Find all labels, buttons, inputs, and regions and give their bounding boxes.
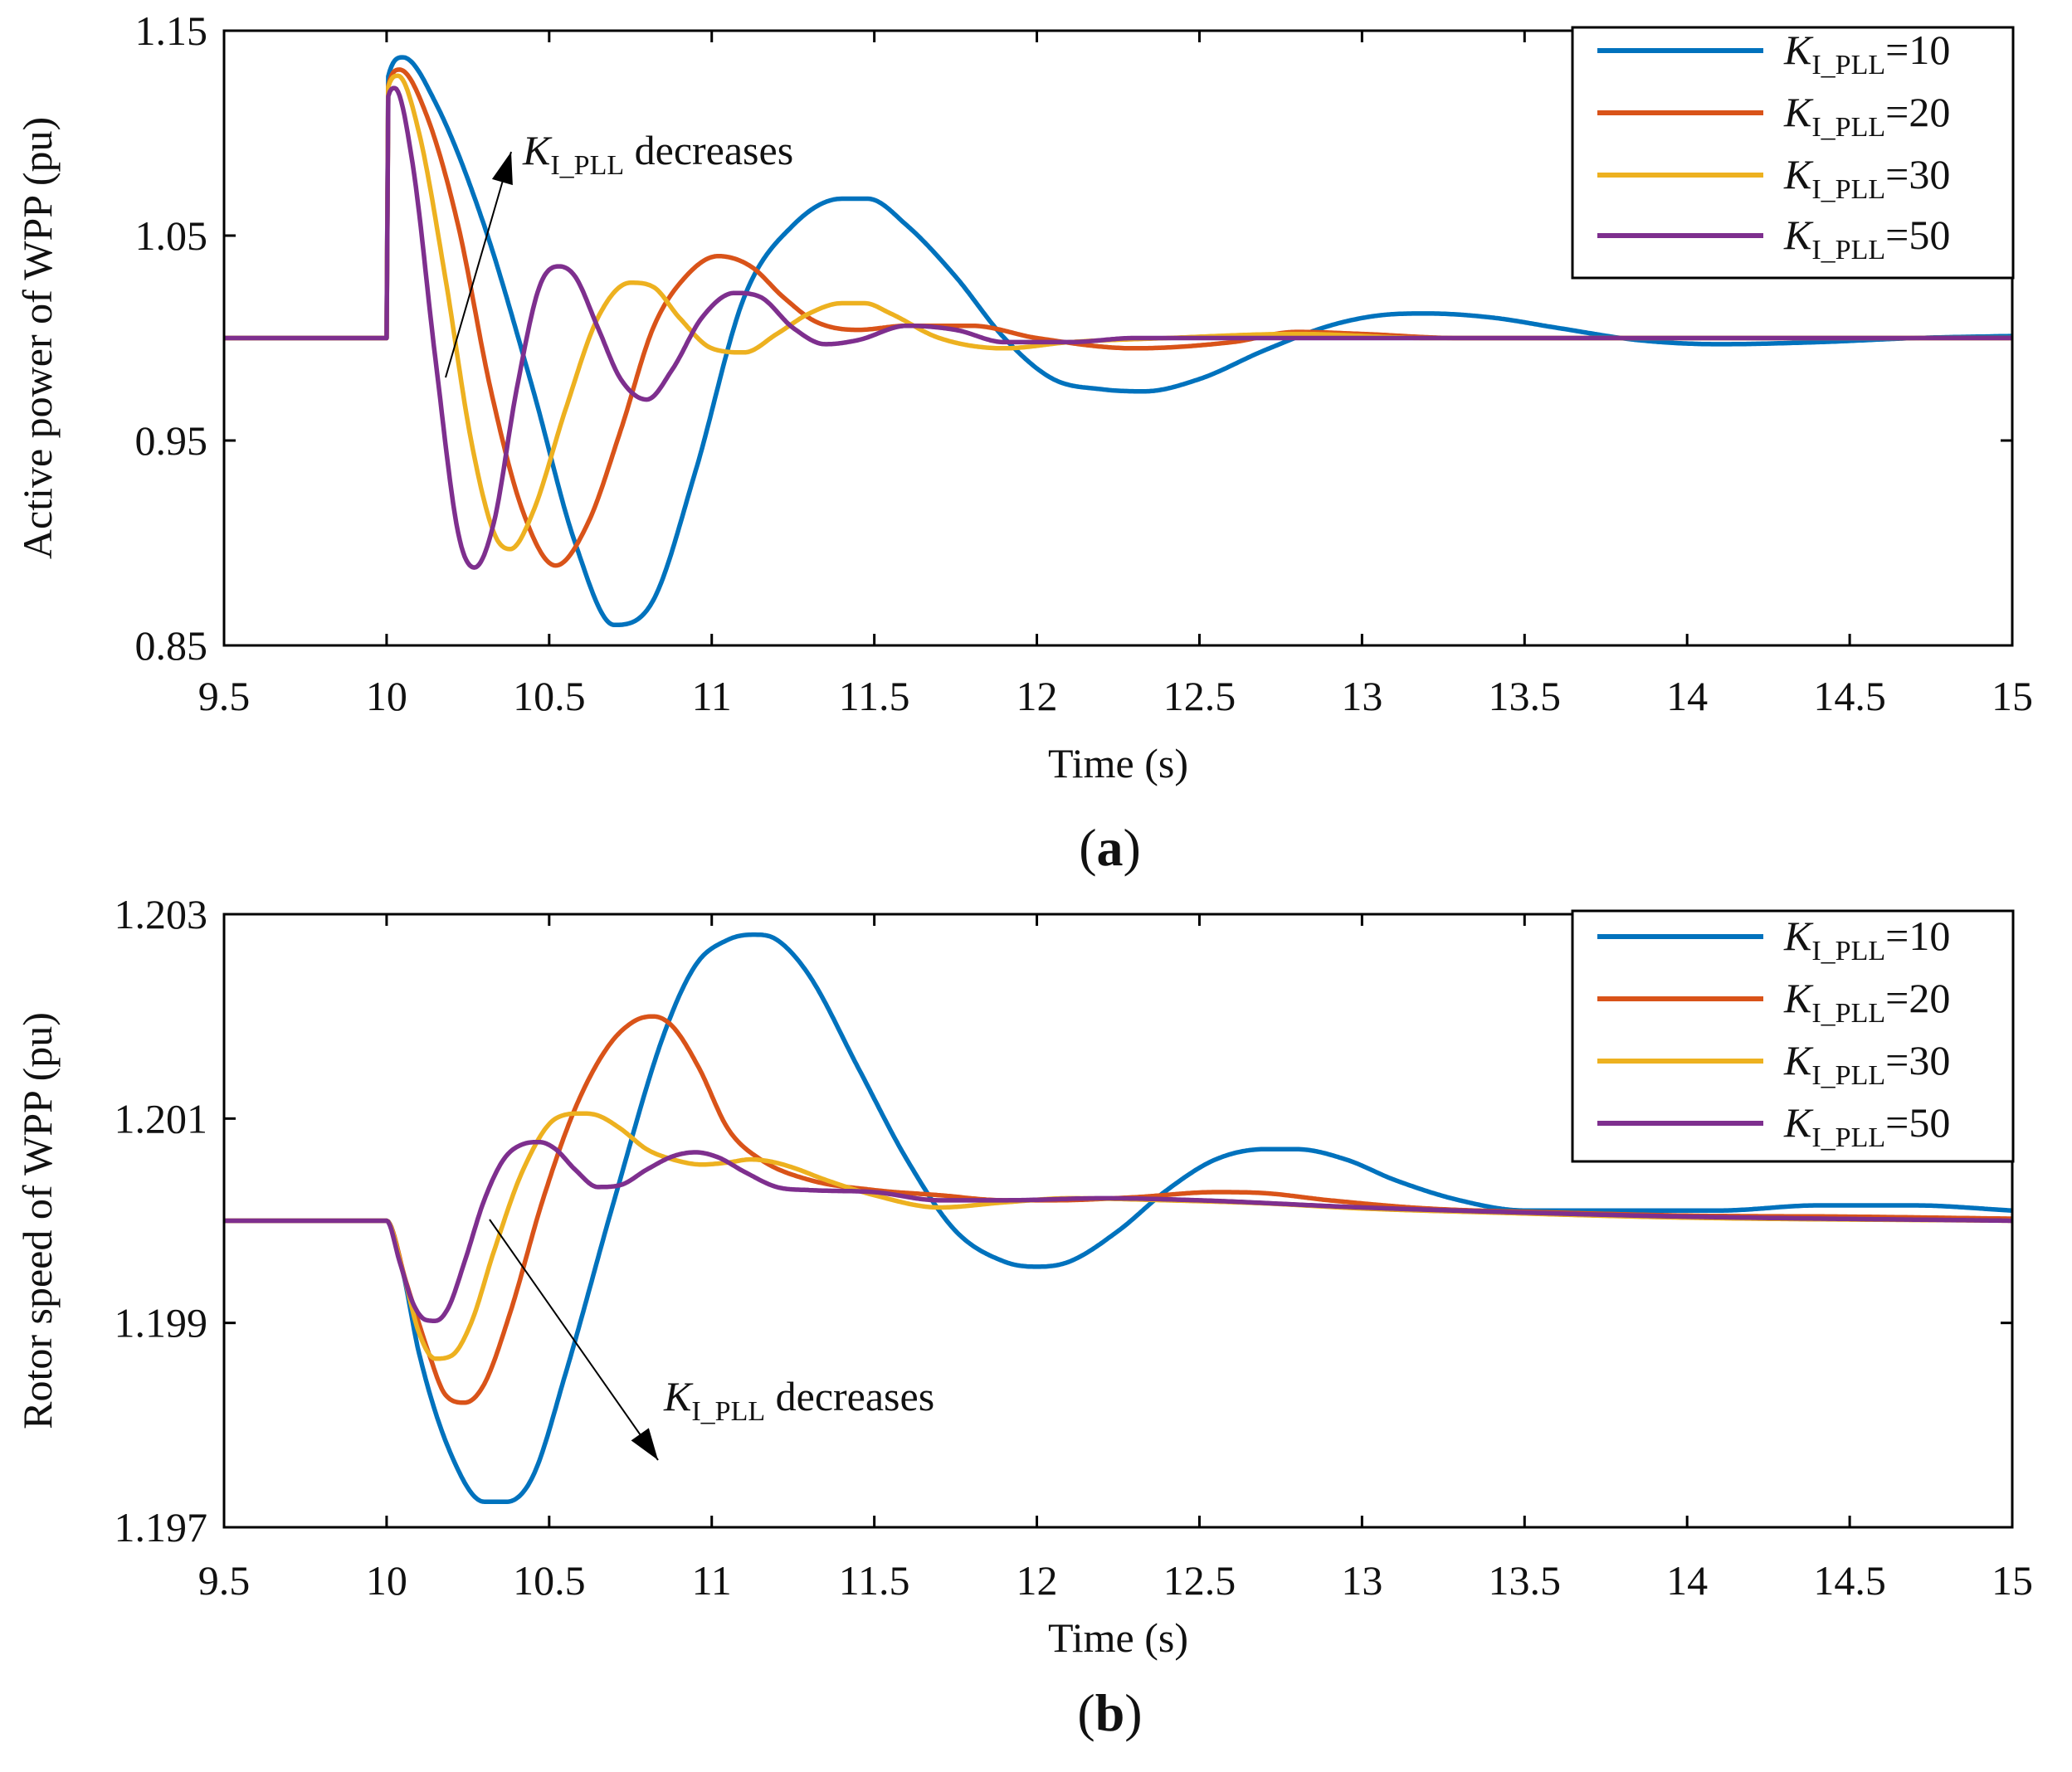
x-axis-label: Time (s) (1048, 740, 1188, 786)
y-tick-label: 1.201 (115, 1095, 208, 1142)
legend-subscript: I_PLL (1811, 235, 1885, 265)
annotation-arrow (445, 151, 513, 378)
x-tick-label: 15 (1992, 673, 2033, 719)
x-tick-label: 13.5 (1489, 673, 1562, 719)
x-axis-label: Time (s) (1048, 1614, 1188, 1661)
legend-k: K (1783, 89, 1814, 135)
chart-panel-b: 9.5 10 10.5 11 11.5 12 12.5 13 13.5 14 14.5 15 1.197… (14, 891, 2033, 1742)
legend-subscript: I_PLL (1811, 936, 1885, 966)
x-tick-label: 12 (1016, 673, 1058, 719)
plot-area-frame (222, 29, 2014, 647)
legend-subscript: I_PLL (1811, 50, 1885, 80)
y-tick-label: 0.95 (135, 417, 208, 464)
legend-entry: KI_PLL=20 (1783, 89, 1950, 143)
series-line-kipll50 (224, 1139, 2012, 1323)
legend-subscript: I_PLL (1811, 1060, 1885, 1091)
legend-entry: KI_PLL=10 (1783, 913, 1950, 966)
legend-entry: KI_PLL=50 (1783, 212, 1950, 265)
annotation-text: KI_PLL decreases (663, 1373, 934, 1427)
legend-value: =10 (1885, 913, 1950, 959)
legend-value: =20 (1885, 89, 1950, 135)
y-tick-label: 1.203 (115, 891, 208, 937)
plot-area-frame (222, 913, 2014, 1529)
legend-entry: KI_PLL=50 (1783, 1099, 1950, 1153)
legend-subscript: I_PLL (1811, 112, 1885, 143)
legend-k: K (1783, 151, 1814, 197)
legend-k: K (1783, 27, 1814, 73)
legend-subscript: I_PLL (1811, 1122, 1885, 1153)
legend-entry: KI_PLL=20 (1783, 975, 1950, 1029)
series-line-kipll10 (224, 932, 2012, 1504)
y-tick-label: 1.05 (135, 212, 208, 259)
x-tick-label: 14 (1666, 1557, 1708, 1604)
x-tick-label: 12.5 (1163, 1557, 1236, 1604)
x-tick-label: 10.5 (513, 673, 586, 719)
legend-k: K (1783, 1037, 1814, 1083)
arrow-head (631, 1428, 658, 1460)
x-tick-label: 14.5 (1813, 673, 1886, 719)
legend-value: =20 (1885, 975, 1950, 1021)
x-tick-label: 12 (1016, 1557, 1058, 1604)
legend-value: =10 (1885, 27, 1950, 73)
x-tick-label: 15 (1992, 1557, 2033, 1604)
chart-panel-a: 9.5 10 10.5 11 11.5 12 12.5 13 13.5 14 14.5 15 0.85 0… (14, 7, 2033, 877)
legend-value: =30 (1885, 151, 1950, 197)
x-tick-label: 11 (692, 673, 732, 719)
y-tick-label: 1.197 (115, 1504, 208, 1550)
legend-subscript: I_PLL (1811, 998, 1885, 1029)
y-tick-label: 1.15 (135, 7, 208, 54)
x-tick-label: 13.5 (1489, 1557, 1562, 1604)
legend-entry: KI_PLL=10 (1783, 27, 1950, 80)
panel-label: (b) (1077, 1683, 1142, 1742)
annotation-arrow (489, 1219, 659, 1461)
x-tick-label: 14 (1666, 673, 1708, 719)
panel-label: (a) (1079, 818, 1141, 877)
legend-value: =30 (1885, 1037, 1950, 1083)
x-tick-label: 10 (366, 1557, 407, 1604)
annotation-text: KI_PLL decreases (522, 127, 793, 181)
legend-subscript: I_PLL (1811, 174, 1885, 205)
x-tick-label: 11.5 (839, 1557, 910, 1604)
x-tick-label: 12.5 (1163, 673, 1236, 719)
x-tick-label: 9.5 (198, 1557, 251, 1604)
y-axis-label: Rotor speed of WPP (pu) (14, 1012, 61, 1429)
x-tick-label: 11 (692, 1557, 732, 1604)
x-tick-label: 10.5 (513, 1557, 586, 1604)
x-tick-label: 14.5 (1813, 1557, 1886, 1604)
x-tick-label: 13 (1341, 1557, 1382, 1604)
legend-k: K (1783, 975, 1814, 1021)
legend-k: K (1783, 913, 1814, 959)
legend-value: =50 (1885, 212, 1950, 258)
x-tick-label: 10 (366, 673, 407, 719)
x-tick-label: 9.5 (198, 673, 251, 719)
arrow-head (491, 152, 513, 186)
legend-k: K (1783, 1099, 1814, 1146)
legend-value: =50 (1885, 1099, 1950, 1146)
y-tick-label: 0.85 (135, 622, 208, 669)
legend-k: K (1783, 212, 1814, 258)
y-tick-label: 1.199 (115, 1300, 208, 1346)
series-line-kipll50 (224, 85, 2012, 570)
legend-entry: KI_PLL=30 (1783, 151, 1950, 205)
legend-box (1571, 909, 2015, 1163)
y-axis-label: Active power of WPP (pu) (14, 117, 61, 559)
legend-entry: KI_PLL=30 (1783, 1037, 1950, 1091)
x-tick-label: 13 (1341, 673, 1382, 719)
x-tick-label: 11.5 (839, 673, 910, 719)
